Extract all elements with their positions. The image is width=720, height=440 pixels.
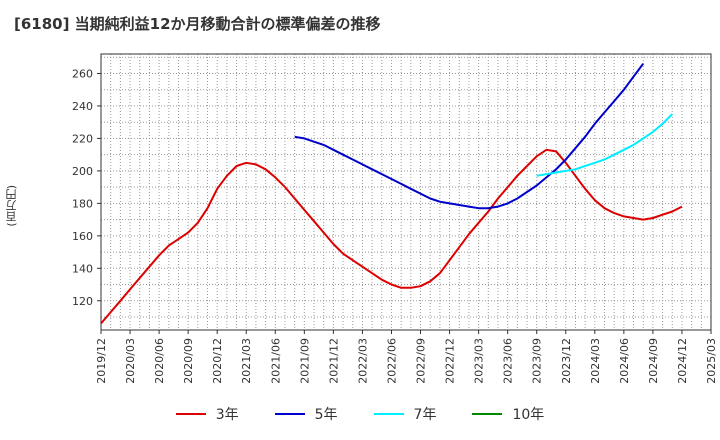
legend-swatch xyxy=(373,413,404,415)
x-tick-label: 2024/12 xyxy=(676,338,689,384)
x-tick-label: 2023/09 xyxy=(531,338,544,384)
x-tick-label: 2020/12 xyxy=(211,338,224,384)
x-tick-label: 2023/03 xyxy=(473,338,486,384)
x-tick-label: 2020/03 xyxy=(124,338,137,384)
series-line-0 xyxy=(100,148,683,325)
y-tick-label: 200 xyxy=(72,165,93,178)
x-tick-label: 2021/12 xyxy=(327,338,340,384)
legend-item-3: 10年 xyxy=(472,404,544,424)
legend-swatch xyxy=(175,413,206,415)
legend-swatch xyxy=(472,413,503,415)
x-tick-label: 2021/03 xyxy=(240,338,253,384)
x-tick-label: 2023/06 xyxy=(502,338,515,384)
y-tick-label: 140 xyxy=(72,262,93,275)
y-tick-label: 220 xyxy=(72,132,93,145)
y-tick-label: 160 xyxy=(72,230,93,243)
legend-item-1: 5年 xyxy=(274,404,338,424)
x-tick-label: 2022/09 xyxy=(415,338,428,384)
x-tick-label: 2024/09 xyxy=(647,338,660,384)
plot-frame xyxy=(100,53,712,331)
legend-item-2: 7年 xyxy=(373,404,437,424)
x-tick-label: 2024/06 xyxy=(618,338,631,384)
x-tick-label: 2025/03 xyxy=(705,338,718,384)
legend-label: 3年 xyxy=(215,407,239,423)
x-tick-label: 2022/06 xyxy=(385,338,398,384)
legend-label: 5年 xyxy=(314,407,338,423)
chart-legend: 3年 5年 7年 10年 xyxy=(0,404,720,424)
series-line-2 xyxy=(536,113,674,177)
y-tick-label: 180 xyxy=(72,197,93,210)
x-tick-label: 2023/12 xyxy=(560,338,573,384)
legend-item-0: 3年 xyxy=(175,404,239,424)
x-tick-label: 2022/12 xyxy=(444,338,457,384)
x-tick-label: 2021/06 xyxy=(269,338,282,384)
legend-swatch xyxy=(274,413,305,415)
x-tick-label: 2022/03 xyxy=(356,338,369,384)
y-tick-label: 120 xyxy=(72,295,93,308)
legend-label: 7年 xyxy=(413,407,437,423)
y-tick-label: 240 xyxy=(72,100,93,113)
plot-area xyxy=(101,54,711,330)
x-tick-label: 2019/12 xyxy=(95,338,108,384)
x-tick-label: 2020/06 xyxy=(153,338,166,384)
y-tick-label: 260 xyxy=(72,67,93,80)
chart-title: [6180] 当期純利益12か月移動合計の標準偏差の推移 xyxy=(14,15,381,33)
x-tick-label: 2024/03 xyxy=(589,338,602,384)
legend-label: 10年 xyxy=(512,407,545,423)
x-tick-label: 2021/09 xyxy=(298,338,311,384)
x-tick-label: 2020/09 xyxy=(182,338,195,384)
series-line-1 xyxy=(294,63,645,210)
